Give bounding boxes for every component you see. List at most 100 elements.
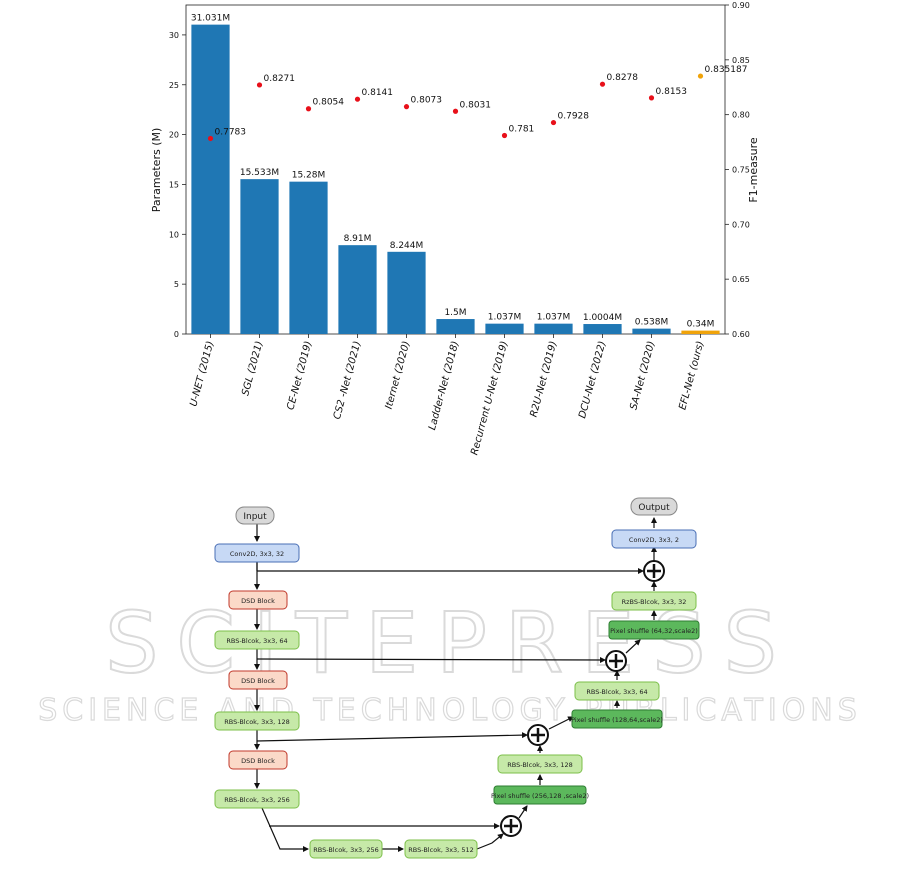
f1-value-label: 0.8031 [460, 100, 492, 110]
f1-value-label: 0.8141 [362, 88, 394, 98]
node-rbs-64: RBS-Blcok, 3x3, 64 [214, 630, 300, 650]
f1-point [550, 119, 557, 126]
bar-value-label: 15.28M [292, 171, 326, 181]
y-left-tick-label: 25 [169, 81, 179, 90]
x-tick-label: Ladder-Net (2018) [427, 340, 461, 431]
sum-node [605, 650, 627, 672]
bar-value-label: 0.538M [635, 318, 669, 328]
y-left-tick-label: 20 [169, 131, 179, 140]
f1-value-label: 0.8054 [313, 98, 345, 108]
bar [632, 328, 671, 334]
y-left-tick-label: 15 [169, 180, 179, 189]
svg-text:RzBS-Blcok, 3x3, 32: RzBS-Blcok, 3x3, 32 [622, 598, 687, 606]
node-rbs-512: RBS-Blcok, 3x3, 512 [404, 839, 478, 859]
f1-point [403, 104, 410, 110]
svg-text:Conv2D, 3x3, 2: Conv2D, 3x3, 2 [629, 536, 679, 544]
bar-value-label: 1.5M [444, 308, 466, 318]
svg-text:RBS-Blcok, 3x3, 256: RBS-Blcok, 3x3, 256 [313, 846, 378, 854]
node-rbs-256-b: RBS-Blcok, 3x3, 256 [309, 839, 383, 859]
node-input: Input [235, 506, 275, 525]
f1-value-label: 0.781 [509, 125, 535, 135]
x-tick-label: Recurrent U-Net (2019) [469, 340, 510, 457]
bar-value-label: 0.34M [687, 320, 715, 330]
watermark: SCITEPRESS SCIENCE AND TECHNOLOGY PUBLIC… [38, 593, 862, 729]
svg-text:Output: Output [638, 503, 670, 513]
f1-point [501, 132, 508, 139]
y-left-tick-label: 10 [169, 230, 179, 239]
bar [436, 319, 475, 334]
y-right-tick-label: 0.80 [732, 111, 750, 120]
node-rbs-64-r: RBS-Blcok, 3x3, 64 [574, 681, 660, 701]
chart: 0 5 10 15 20 25 30 0.60 0.65 0.70 0.75 0.80 0.85 0.9… [150, 1, 760, 456]
bar [534, 323, 573, 334]
svg-text:RBS-Blcok, 3x3, 64: RBS-Blcok, 3x3, 64 [226, 637, 287, 645]
node-pixel-shuffle-128: Pixel shuffle (128,64,scale2) [571, 709, 663, 729]
svg-text:RBS-Blcok, 3x3, 64: RBS-Blcok, 3x3, 64 [586, 688, 647, 696]
f1-point [354, 96, 361, 102]
bar-value-label: 1.037M [488, 313, 522, 323]
bar [387, 251, 426, 334]
bar-value-label: 1.0004M [583, 313, 622, 323]
svg-text:Input: Input [243, 512, 267, 522]
bar-value-label: 8.91M [344, 234, 372, 244]
sum-node [527, 724, 549, 746]
f1-point [207, 135, 214, 142]
x-tick-label: DCU-Net (2022) [577, 340, 608, 420]
node-output: Output [630, 497, 678, 516]
node-pixel-shuffle-256: Pixel shuffle (256,128 ,scale2) [491, 785, 589, 805]
f1-value-label: 0.7783 [215, 127, 247, 137]
f1-value-label: 0.8153 [656, 87, 688, 97]
x-tick-label: CS2 -Net (2021) [332, 340, 364, 421]
node-dsd-3: DSD Block [228, 750, 288, 770]
bar-value-label: 1.037M [537, 313, 571, 323]
y-right-tick-label: 0.90 [732, 1, 750, 10]
f1-value-label: 0.8271 [264, 74, 296, 84]
y-axis-right-label: F1-measure [747, 137, 760, 203]
node-rbs-128-r: RBS-Blcok, 3x3, 128 [497, 754, 583, 774]
sum-node [500, 815, 522, 837]
f1-point [599, 81, 606, 87]
node-rbs-256: RBS-Blcok, 3x3, 256 [214, 789, 300, 809]
svg-text:Pixel shuffle (64,32,scale2): Pixel shuffle (64,32,scale2) [610, 627, 698, 635]
x-tick-label: SA-Net (2020) [628, 340, 657, 411]
y-right-tick-label: 0.75 [732, 166, 750, 175]
bar [583, 324, 622, 334]
svg-text:DSD Block: DSD Block [241, 677, 275, 685]
svg-text:RBS-Blcok, 3x3, 128: RBS-Blcok, 3x3, 128 [224, 718, 289, 726]
node-dsd-1: DSD Block [228, 590, 288, 610]
svg-text:DSD Block: DSD Block [241, 757, 275, 765]
x-tick-label: CE-Net (2019) [285, 340, 314, 411]
svg-text:RBS-Blcok, 3x3, 128: RBS-Blcok, 3x3, 128 [507, 761, 572, 769]
watermark-subtitle: SCIENCE AND TECHNOLOGY PUBLICATIONS [38, 693, 862, 728]
y-right-tick-label: 0.85 [732, 56, 750, 65]
svg-text:Pixel shuffle (128,64,scale2): Pixel shuffle (128,64,scale2) [571, 716, 663, 724]
x-tick-label: R2U-Net (2019) [529, 340, 560, 418]
node-conv-out: Conv2D, 3x3, 2 [611, 529, 697, 549]
y-left-tick-label: 30 [169, 31, 179, 40]
bar-value-label: 15.533M [240, 168, 279, 178]
f1-value-label: 0.7928 [558, 112, 590, 122]
y-right-tick-label: 0.70 [732, 220, 750, 229]
y-left-tick-label: 0 [174, 330, 179, 339]
svg-text:RBS-Blcok, 3x3, 512: RBS-Blcok, 3x3, 512 [408, 846, 473, 854]
sum-node [643, 560, 665, 582]
bar-value-label: 31.031M [191, 14, 230, 24]
node-conv-in: Conv2D, 3x3, 32 [214, 543, 300, 563]
f1-value-label: 0.8278 [607, 73, 639, 83]
x-tick-label: EFL-Net (ours) [677, 340, 706, 411]
node-rzbs-32: RzBS-Blcok, 3x3, 32 [611, 591, 697, 611]
f1-value-label: 0.835187 [705, 65, 748, 75]
x-tick-label: U-NET (2015) [188, 340, 216, 408]
bar [681, 330, 720, 334]
f1-point [452, 108, 459, 114]
connectors [254, 517, 657, 852]
f1-series: 0.7783 0.8271 0.8054 0.8141 0.8073 0.8031 0.78… [207, 65, 748, 142]
svg-text:RBS-Blcok, 3x3, 256: RBS-Blcok, 3x3, 256 [224, 796, 289, 804]
svg-text:Pixel shuffle (256,128 ,scale2: Pixel shuffle (256,128 ,scale2) [491, 792, 589, 800]
node-dsd-2: DSD Block [228, 670, 288, 690]
x-tick-label: Iternet (2020) [384, 340, 413, 410]
x-axis: U-NET (2015) SGL (2021) CE-Net (2019) CS2 -… [188, 334, 706, 456]
bar-series: 31.031M 15.533M 15.28M 8.91M 8.244M 1.5M 1.037… [191, 14, 720, 334]
bar [289, 181, 328, 334]
